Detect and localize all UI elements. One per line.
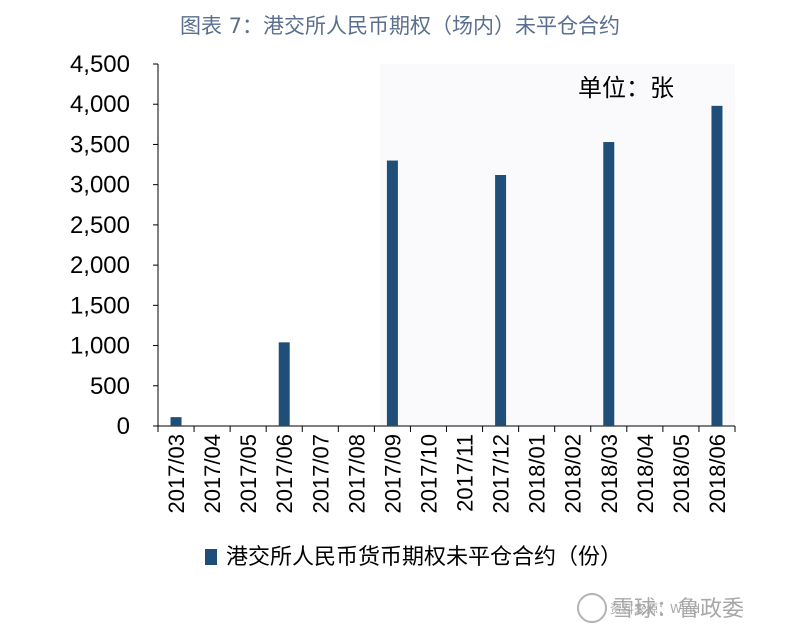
y-tick-label: 4,500 (70, 51, 130, 78)
x-tick-label: 2017/12 (489, 434, 514, 514)
legend: 港交所人民币货币期权未平仓合约（份） (205, 545, 622, 570)
plot-shading (380, 64, 735, 426)
x-tick-label: 2017/04 (200, 434, 225, 514)
x-tick-label: 2017/08 (344, 434, 369, 514)
y-tick-label: 4,000 (70, 91, 130, 118)
y-tick-label: 1,000 (70, 333, 130, 360)
watermark-main: 雪球：鲁政委 (612, 597, 744, 622)
x-tick-label: 2017/06 (272, 434, 297, 514)
y-axis: 0 500 1,000 1,500 2,000 2,500 3,000 3,500 4,000 4… (70, 51, 159, 440)
x-tick-label: 2017/05 (236, 434, 261, 514)
x-tick-label: 2018/02 (561, 434, 586, 514)
y-tick-label: 1,500 (70, 292, 130, 319)
y-tick-label: 3,000 (70, 172, 130, 199)
watermark-source: 资料来源：Wind (610, 602, 700, 616)
x-axis: 2017/03 2017/04 2017/05 2017/06 2017/07 2017/… (157, 425, 736, 514)
unit-label: 单位：张 (578, 74, 674, 102)
x-tick-label: 2018/06 (705, 434, 730, 514)
y-tick-label: 500 (90, 373, 130, 400)
legend-swatch (205, 549, 217, 565)
snowball-logo-icon (577, 593, 607, 623)
x-tick-label: 2017/11 (453, 434, 478, 512)
x-tick-label: 2018/04 (633, 434, 658, 514)
bar (711, 105, 723, 426)
bar (603, 142, 615, 426)
x-tick-label: 2017/10 (416, 434, 441, 514)
x-tick-label: 2017/07 (308, 434, 333, 514)
bar (495, 175, 507, 426)
bar-series (170, 105, 723, 427)
x-tick-label: 2018/05 (669, 434, 694, 514)
x-tick-label: 2017/09 (380, 434, 405, 514)
x-tick-label: 2018/01 (525, 434, 550, 514)
y-tick-label: 3,500 (70, 131, 130, 158)
y-tick-label: 2,000 (70, 252, 130, 279)
bar (278, 342, 290, 426)
bar (386, 160, 398, 427)
plot-background (380, 64, 735, 426)
chart-title: 图表 7：港交所人民币期权（场内）未平仓合约 (179, 14, 621, 38)
x-tick-label: 2017/03 (164, 434, 189, 514)
y-tick-label: 2,500 (70, 212, 130, 239)
legend-label: 港交所人民币货币期权未平仓合约（份） (226, 545, 622, 570)
y-tick-label: 0 (117, 413, 130, 440)
watermark: 资料来源：Wind 雪球：鲁政委 (577, 593, 744, 623)
x-tick-label: 2018/03 (597, 434, 622, 514)
bar (170, 417, 182, 426)
